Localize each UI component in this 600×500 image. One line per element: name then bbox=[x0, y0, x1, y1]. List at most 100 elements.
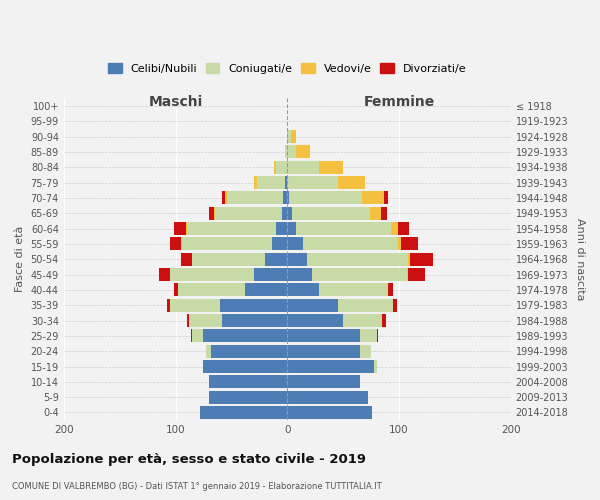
Bar bbox=[338, 298, 394, 312]
Bar bbox=[185, 222, 187, 235]
Bar bbox=[170, 298, 220, 312]
Bar bbox=[407, 268, 408, 281]
Bar bbox=[175, 284, 178, 296]
Bar bbox=[338, 176, 365, 189]
Bar bbox=[206, 344, 211, 358]
Bar bbox=[410, 252, 433, 266]
Bar bbox=[181, 252, 192, 266]
Bar bbox=[381, 207, 386, 220]
Bar bbox=[187, 314, 189, 327]
Bar bbox=[360, 344, 371, 358]
Bar bbox=[319, 284, 388, 296]
Bar bbox=[200, 406, 287, 419]
Bar bbox=[398, 238, 401, 250]
Bar bbox=[223, 314, 287, 327]
Bar bbox=[388, 284, 394, 296]
Bar bbox=[319, 161, 343, 174]
Bar bbox=[214, 207, 215, 220]
Bar bbox=[276, 161, 287, 174]
Bar bbox=[401, 238, 418, 250]
Bar bbox=[272, 238, 287, 250]
Bar bbox=[362, 192, 385, 204]
Bar bbox=[170, 268, 254, 281]
Bar bbox=[191, 330, 192, 342]
Bar bbox=[223, 192, 224, 204]
Bar bbox=[307, 252, 408, 266]
Bar bbox=[215, 207, 281, 220]
Bar bbox=[296, 146, 310, 158]
Bar bbox=[209, 376, 287, 388]
Bar bbox=[187, 222, 276, 235]
Bar bbox=[192, 252, 265, 266]
Bar bbox=[287, 130, 290, 143]
Bar bbox=[182, 238, 272, 250]
Bar bbox=[408, 252, 410, 266]
Bar bbox=[287, 207, 292, 220]
Bar bbox=[159, 268, 170, 281]
Bar bbox=[287, 238, 303, 250]
Bar bbox=[296, 222, 391, 235]
Bar bbox=[290, 130, 296, 143]
Bar bbox=[343, 314, 382, 327]
Bar bbox=[287, 314, 343, 327]
Bar bbox=[287, 284, 319, 296]
Bar bbox=[287, 406, 372, 419]
Bar bbox=[287, 161, 319, 174]
Bar bbox=[385, 192, 388, 204]
Bar bbox=[408, 268, 425, 281]
Text: Femmine: Femmine bbox=[364, 96, 434, 110]
Bar bbox=[287, 176, 338, 189]
Bar bbox=[287, 268, 312, 281]
Bar bbox=[391, 222, 398, 235]
Bar bbox=[178, 284, 245, 296]
Bar bbox=[209, 390, 287, 404]
Bar bbox=[374, 360, 377, 373]
Bar bbox=[203, 360, 287, 373]
Bar bbox=[257, 176, 285, 189]
Bar bbox=[203, 330, 287, 342]
Bar bbox=[382, 314, 386, 327]
Bar bbox=[274, 161, 276, 174]
Bar bbox=[211, 344, 287, 358]
Bar bbox=[287, 330, 360, 342]
Bar bbox=[377, 330, 378, 342]
Bar bbox=[181, 238, 182, 250]
Bar bbox=[189, 314, 223, 327]
Bar bbox=[287, 344, 360, 358]
Bar bbox=[287, 146, 296, 158]
Bar bbox=[360, 330, 377, 342]
Legend: Celibi/Nubili, Coniugati/e, Vedovi/e, Divorziati/e: Celibi/Nubili, Coniugati/e, Vedovi/e, Di… bbox=[104, 59, 470, 78]
Bar bbox=[292, 207, 370, 220]
Bar bbox=[287, 360, 374, 373]
Bar bbox=[220, 298, 287, 312]
Bar bbox=[281, 207, 287, 220]
Text: Popolazione per età, sesso e stato civile - 2019: Popolazione per età, sesso e stato civil… bbox=[12, 452, 366, 466]
Bar bbox=[287, 390, 368, 404]
Bar bbox=[254, 176, 257, 189]
Bar bbox=[285, 176, 287, 189]
Bar bbox=[287, 298, 338, 312]
Bar bbox=[287, 252, 307, 266]
Bar bbox=[192, 330, 203, 342]
Bar bbox=[303, 238, 398, 250]
Text: COMUNE DI VALBREMBO (BG) - Dati ISTAT 1° gennaio 2019 - Elaborazione TUTTITALIA.: COMUNE DI VALBREMBO (BG) - Dati ISTAT 1°… bbox=[12, 482, 382, 491]
Bar bbox=[287, 192, 289, 204]
Bar bbox=[394, 298, 397, 312]
Bar bbox=[209, 207, 214, 220]
Bar bbox=[398, 222, 409, 235]
Bar bbox=[254, 268, 287, 281]
Bar bbox=[265, 252, 287, 266]
Bar bbox=[287, 376, 360, 388]
Bar bbox=[370, 207, 381, 220]
Text: Maschi: Maschi bbox=[148, 96, 203, 110]
Bar bbox=[276, 222, 287, 235]
Bar bbox=[245, 284, 287, 296]
Bar bbox=[287, 222, 296, 235]
Bar bbox=[167, 298, 170, 312]
Bar bbox=[175, 222, 185, 235]
Bar bbox=[170, 238, 181, 250]
Bar bbox=[312, 268, 407, 281]
Bar bbox=[227, 192, 283, 204]
Bar bbox=[283, 192, 287, 204]
Y-axis label: Anni di nascita: Anni di nascita bbox=[575, 218, 585, 300]
